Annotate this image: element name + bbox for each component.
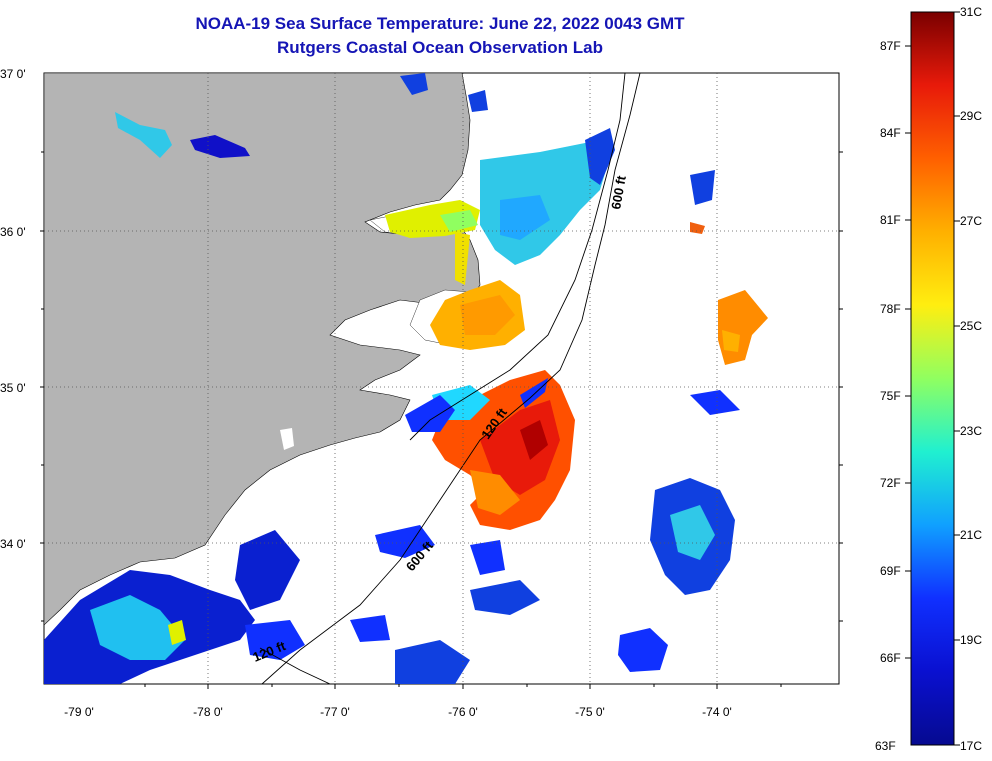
- cb-c-label: 21C: [960, 528, 982, 542]
- cb-f-label: 66F: [880, 651, 901, 665]
- longitude-labels: -79 0' -78 0' -77 0' -76 0' -75 0' -74 0…: [64, 705, 732, 719]
- latitude-labels: 37 0' 36 0' 35 0' 34 0': [0, 67, 26, 551]
- lon-label: -76 0': [448, 705, 478, 719]
- lon-label: -78 0': [193, 705, 223, 719]
- lat-label: 36 0': [0, 225, 26, 239]
- cb-f-label: 75F: [880, 389, 901, 403]
- land-mass: [44, 73, 481, 626]
- lon-label: -77 0': [320, 705, 350, 719]
- cb-c-label: 17C: [960, 739, 982, 753]
- bathymetry-contours: [259, 73, 641, 684]
- cb-c-label: 27C: [960, 214, 982, 228]
- cb-c-label: 25C: [960, 319, 982, 333]
- lon-label: -74 0': [702, 705, 732, 719]
- cb-f-label: 81F: [880, 213, 901, 227]
- colorbar: 87F 84F 81F 78F 75F 72F 69F 66F 63F 31C …: [875, 5, 982, 753]
- lat-label: 37 0': [0, 67, 26, 81]
- cb-f-label: 69F: [880, 564, 901, 578]
- cb-f-label: 84F: [880, 126, 901, 140]
- graticule: [44, 73, 839, 684]
- map-subtitle: Rutgers Coastal Ocean Observation Lab: [277, 38, 603, 57]
- cb-c-label: 19C: [960, 633, 982, 647]
- map-title: NOAA-19 Sea Surface Temperature: June 22…: [195, 14, 685, 33]
- cb-c-label: 23C: [960, 424, 982, 438]
- cb-f-label: 78F: [880, 302, 901, 316]
- lat-label: 34 0': [0, 537, 26, 551]
- contour-label-600ft-north: 600 ft: [608, 174, 629, 211]
- cb-f-label: 72F: [880, 476, 901, 490]
- frame-ticks: [40, 151, 843, 689]
- cb-f-label: 87F: [880, 39, 901, 53]
- cb-c-label: 29C: [960, 109, 982, 123]
- lon-label: -79 0': [64, 705, 94, 719]
- lon-label: -75 0': [575, 705, 605, 719]
- cb-c-label: 31C: [960, 5, 982, 19]
- sst-overlay: [44, 73, 768, 684]
- inland-lake: [280, 428, 294, 450]
- colorbar-gradient: [910, 11, 955, 746]
- cb-f-label: 63F: [875, 739, 896, 753]
- lat-label: 35 0': [0, 381, 26, 395]
